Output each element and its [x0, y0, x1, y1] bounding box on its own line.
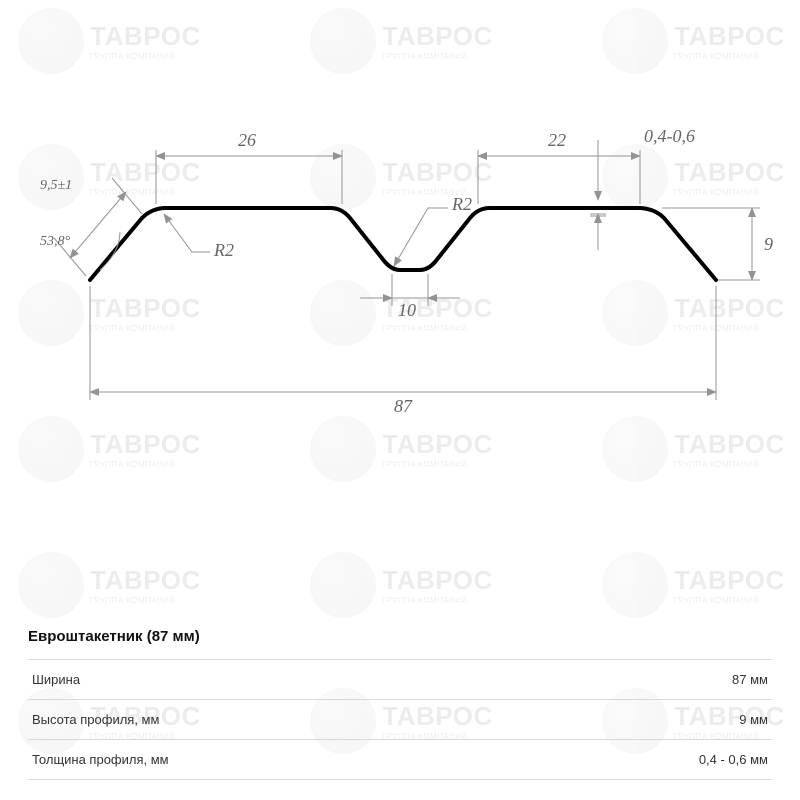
dim-slant: 9,5±1: [40, 178, 72, 194]
dim-height: 9: [764, 234, 773, 255]
spec-label: Высота профиля, мм: [28, 700, 513, 740]
dim-r2-mid: R2: [452, 194, 472, 215]
dim-top-left: 26: [238, 130, 256, 151]
dim-valley: 10: [398, 300, 416, 321]
spec-label: Ширина: [28, 660, 513, 700]
spec-label: Толщина профиля, мм: [28, 740, 513, 780]
table-row: Высота профиля, мм 9 мм: [28, 700, 772, 740]
spec-title: Евроштакетник (87 мм): [28, 628, 772, 645]
profile-path: [90, 208, 716, 280]
spec-value: 0,4 - 0,6 мм: [513, 740, 772, 780]
dim-total: 87: [394, 396, 412, 417]
dim-r2-left: R2: [214, 240, 234, 261]
dim-top-right: 22: [548, 130, 566, 151]
table-row: Ширина 87 мм: [28, 660, 772, 700]
spec-section: Евроштакетник (87 мм) Ширина 87 мм Высот…: [28, 628, 772, 780]
spec-value: 9 мм: [513, 700, 772, 740]
spec-table: Ширина 87 мм Высота профиля, мм 9 мм Тол…: [28, 659, 772, 780]
dim-angle: 53,8°: [40, 234, 70, 250]
dim-thickness: 0,4-0,6: [644, 126, 695, 147]
table-row: Толщина профиля, мм 0,4 - 0,6 мм: [28, 740, 772, 780]
technical-drawing: 26 22 0,4-0,6 9,5±1 53,8° R2 R2 10 9 87: [0, 0, 800, 600]
spec-value: 87 мм: [513, 660, 772, 700]
